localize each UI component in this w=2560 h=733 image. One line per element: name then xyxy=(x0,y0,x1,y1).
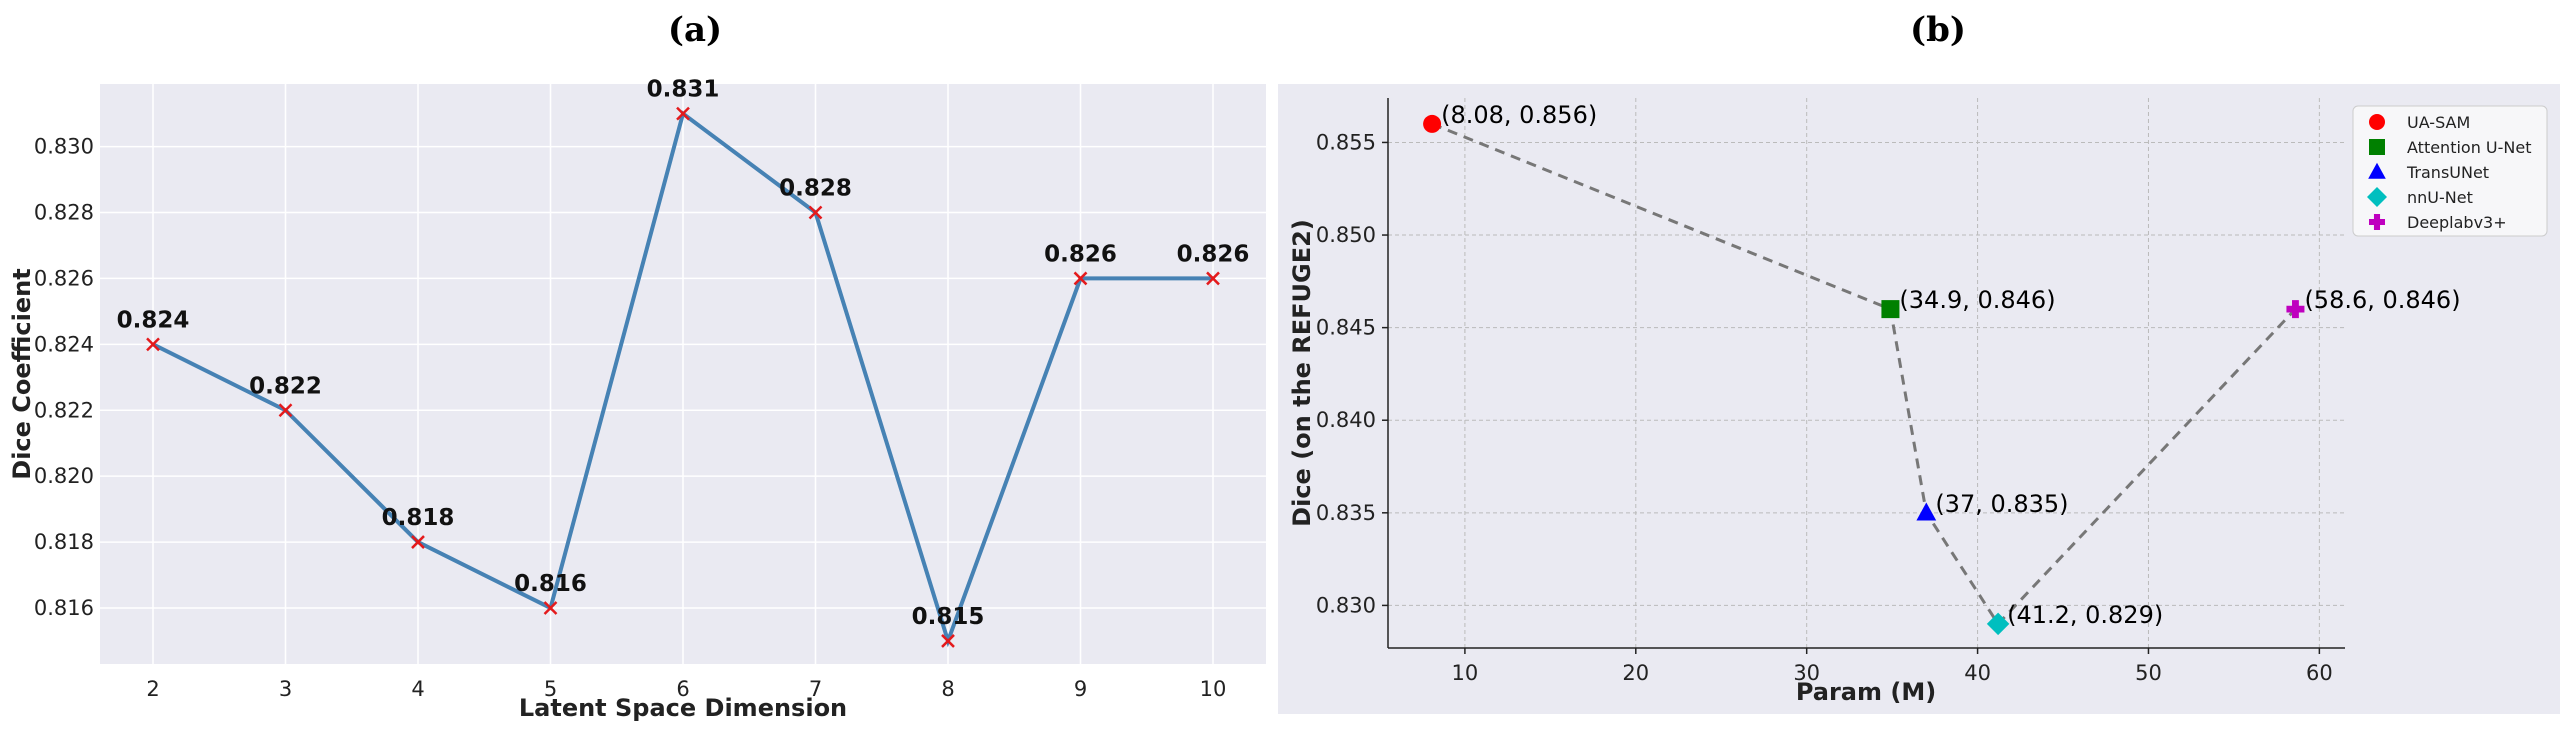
panel-b-legend: UA-SAM Attention U-Net TransUNet nnU-Net Dee… xyxy=(2352,105,2548,237)
panel-b-x-tick-label: 10 xyxy=(1452,661,1479,685)
panel-a-data-label: 0.818 xyxy=(382,505,455,531)
panel-b-title: (b) xyxy=(1910,10,1966,50)
legend-marker xyxy=(2369,139,2385,155)
panel-a-y-tick-label: 0.828 xyxy=(34,201,94,225)
panel-b-x-tick-label: 30 xyxy=(1793,661,1820,685)
legend-label: UA-SAM xyxy=(2407,113,2470,132)
legend-item: UA-SAM xyxy=(2369,113,2470,132)
panel-a-marker xyxy=(808,205,823,220)
panel-a-y-tick-label: 0.820 xyxy=(34,464,94,488)
legend-label: nnU-Net xyxy=(2407,188,2473,207)
panel-b-point-label: (41.2, 0.829) xyxy=(2007,601,2163,629)
legend-item: nnU-Net xyxy=(2367,187,2473,207)
panel-a-y-tick-label: 0.824 xyxy=(34,332,94,356)
panel-b-y-ticks: 0.830 0.835 0.840 0.845 0.850 0.855 xyxy=(1316,130,1388,617)
panel-a-markers xyxy=(146,106,1220,648)
legend-marker xyxy=(2369,214,2385,230)
panel-b-x-axis-label: Param (M) xyxy=(1796,678,1936,706)
panel-b-point-labels: (8.08, 0.856) (34.9, 0.846) (37, 0.835) (41… xyxy=(1441,101,2460,629)
panel-a-y-ticks: 0.816 0.818 0.820 0.822 0.824 0.826 0.828 0.830 xyxy=(34,135,94,620)
panel-a-marker xyxy=(278,403,293,418)
panel-b-x-ticks: 10 20 30 40 50 60 xyxy=(1452,648,2333,685)
panel-a-x-tick-label: 2 xyxy=(146,677,159,701)
panel-b-point-label: (8.08, 0.856) xyxy=(1441,101,1597,129)
panel-b-x-tick-label: 60 xyxy=(2306,661,2333,685)
legend-label: Deeplabv3+ xyxy=(2407,213,2507,232)
panel-b-y-tick-label: 0.830 xyxy=(1316,593,1376,617)
panel-b-y-tick-label: 0.850 xyxy=(1316,223,1376,247)
panel-b-x-tick-label: 40 xyxy=(1964,661,1991,685)
panel-a-y-tick-label: 0.818 xyxy=(34,530,94,554)
panel-b-y-tick-label: 0.845 xyxy=(1316,316,1376,340)
panel-a-x-tick-label: 4 xyxy=(411,677,424,701)
legend-frame xyxy=(2352,105,2548,237)
panel-a-data-label: 0.824 xyxy=(117,307,190,333)
panel-b-x-tick-label: 20 xyxy=(1622,661,1649,685)
panel-a-x-axis-label: Latent Space Dimension xyxy=(519,694,847,722)
panel-a-y-tick-label: 0.826 xyxy=(34,266,94,290)
panel-a-data-label: 0.815 xyxy=(912,604,985,630)
panel-a-data-labels: 0.824 0.822 0.818 0.816 0.831 0.828 0.815 0.826… xyxy=(117,77,1250,630)
panel-a-marker xyxy=(1206,271,1220,286)
panel-b-point-label: (58.6, 0.846) xyxy=(2304,286,2460,314)
panel-a-x-tick-label: 3 xyxy=(279,677,292,701)
panel-a-marker xyxy=(1073,271,1088,286)
panel-b-point-label: (34.9, 0.846) xyxy=(1899,286,2055,314)
legend-marker xyxy=(2367,187,2387,207)
panel-a-x-tick-label: 9 xyxy=(1074,677,1087,701)
point-nnu-net xyxy=(1986,612,2010,636)
panel-a-x-ticks: 2 3 4 5 6 7 8 9 10 xyxy=(146,677,1226,701)
panel-a-marker xyxy=(543,601,558,615)
panel-a-line-chart: 2 3 4 5 6 7 8 9 10 0.8160.8180.8200.8220.8240.82… xyxy=(8,77,1266,722)
panel-a-data-label: 0.822 xyxy=(249,373,322,399)
panel-b-y-tick-label: 0.835 xyxy=(1316,501,1376,525)
legend-marker xyxy=(2368,162,2386,179)
panel-a-data-label: 0.816 xyxy=(514,571,587,597)
panel-b-x-tick-label: 50 xyxy=(2135,661,2162,685)
point-deeplabv3- xyxy=(2286,300,2305,319)
panel-b-y-axis-label: Dice (on the REFUGE2) xyxy=(1288,219,1316,527)
legend-label: TransUNet xyxy=(2406,163,2489,182)
panel-a-x-tick-label: 10 xyxy=(1200,677,1227,701)
panel-a-data-label: 0.826 xyxy=(1044,241,1117,267)
legend-item: Attention U-Net xyxy=(2369,138,2532,157)
panel-b-points xyxy=(1423,114,2305,636)
panel-a-data-label: 0.826 xyxy=(1177,241,1250,267)
panel-a-x-tick-label: 6 xyxy=(676,677,689,701)
panel-a-x-tick-label: 5 xyxy=(544,677,557,701)
point-transunet xyxy=(1916,502,1937,521)
panel-a-y-axis-label: Dice Coefficient xyxy=(8,268,36,479)
panel-a-marker xyxy=(676,106,690,121)
panel-a-title: (a) xyxy=(667,10,723,50)
panel-b-y-tick-label: 0.840 xyxy=(1316,408,1376,432)
panel-a-y-tick-label: 0.830 xyxy=(34,135,94,159)
panel-a-y-tick-label: 0.822 xyxy=(34,398,94,422)
panel-a-data-label: 0.831 xyxy=(647,77,720,103)
panel-a-marker xyxy=(146,337,160,352)
panel-b-figure-background xyxy=(1278,84,2560,714)
panel-a-x-tick-label: 7 xyxy=(809,677,822,701)
legend-item: Deeplabv3+ xyxy=(2369,213,2507,232)
point-ua-sam xyxy=(1423,114,1442,133)
panel-b-point-label: (37, 0.835) xyxy=(1935,490,2068,518)
panel-a-gridlines xyxy=(100,84,1266,664)
panel-a-y-tick-label: 0.816 xyxy=(34,596,94,620)
point-attention-u-net xyxy=(1881,300,1900,319)
panel-b-scatter-chart: 10 20 30 40 50 60 0.8300.8350.8400.8450.8500.… xyxy=(1278,84,2560,714)
panel-b-gridlines xyxy=(1388,98,2345,648)
panel-a-marker xyxy=(941,634,955,648)
panel-b-y-tick-label: 0.855 xyxy=(1316,130,1376,154)
panel-a-marker xyxy=(411,535,425,549)
legend-item: TransUNet xyxy=(2368,162,2489,182)
legend-label: Attention U-Net xyxy=(2407,138,2532,157)
panel-a-data-label: 0.828 xyxy=(779,176,852,202)
panel-a-x-tick-label: 8 xyxy=(941,677,954,701)
legend-marker xyxy=(2369,114,2385,130)
